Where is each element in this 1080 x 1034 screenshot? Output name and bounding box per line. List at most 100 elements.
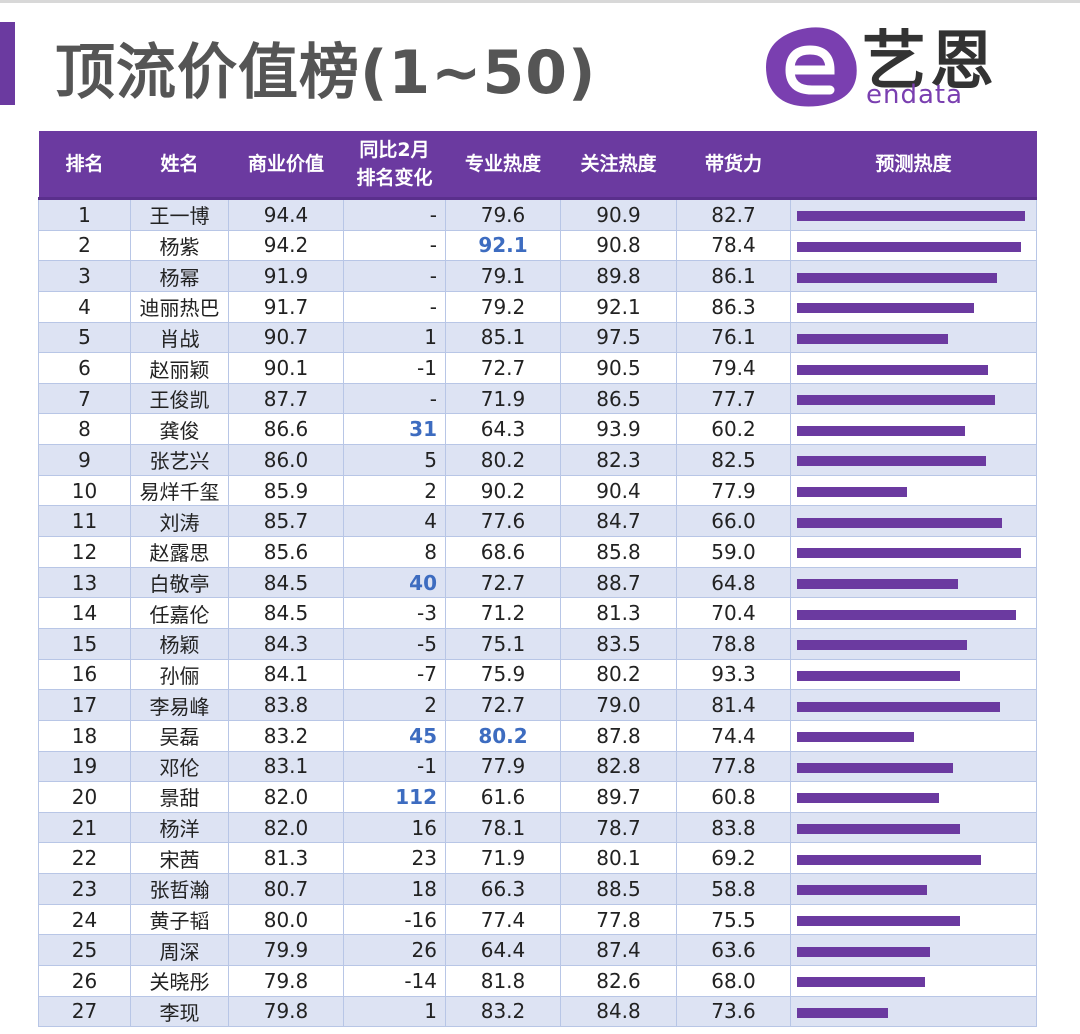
table-cell: 73.6 (676, 995, 791, 1028)
table-cell: 89.8 (560, 260, 677, 292)
table-row: 3 杨幂 91.9-79.1 89.8 86.1 (38, 260, 1037, 292)
forecast-bar (797, 303, 975, 314)
table-row: 16 孙俪 84.1 -7 75.9 80.2 93.3 (38, 658, 1037, 691)
table-row: 12 赵露思 85.6 8 68.6 85.8 59.0 (38, 536, 1037, 568)
table-row: 15 杨颖 84.3 -5 75.1 83.5 78.8 (38, 627, 1037, 660)
bar-cell (790, 811, 1037, 844)
table-cell: 64.3 (445, 413, 561, 446)
table-cell: -14 (343, 965, 446, 997)
table-cell: 83.2 (228, 719, 344, 752)
table-cell: 18 (38, 719, 131, 752)
table-cell: 90.9 (560, 198, 677, 231)
table-cell: 易烊千玺 (130, 474, 229, 507)
forecast-bar (797, 609, 1017, 620)
table-cell: 赵露思 (130, 536, 229, 568)
table-cell: 66.0 (676, 505, 791, 538)
table-cell: 68.0 (676, 965, 791, 997)
table-cell: 64.4 (445, 934, 561, 967)
table-cell: 85.8 (560, 536, 677, 568)
table-row: 10 易烊千玺 85.9 2 90.2 90.4 77.9 (38, 474, 1037, 507)
table-cell: 83.2 (445, 995, 561, 1028)
table-cell: 60.8 (676, 781, 791, 813)
table-cell: 82.3 (560, 444, 677, 476)
table-cell: 杨幂 (130, 260, 229, 292)
table-cell: 81.8 (445, 965, 561, 997)
table-cell: 25 (38, 934, 131, 967)
table-cell: 26 (38, 965, 131, 997)
forecast-bar (797, 487, 907, 498)
table-cell: 87.8 (560, 719, 677, 752)
table-cell: -16 (343, 903, 446, 936)
table-cell: 1 (343, 321, 446, 354)
bar-cell (790, 719, 1037, 752)
table-row: 19 邓伦 83.1 -1 77.9 82.8 77.8 (38, 750, 1037, 783)
table-cell: 86.1 (676, 260, 791, 292)
table-cell: 78.4 (676, 229, 791, 262)
table-cell: 86.0 (228, 444, 344, 476)
table-cell: 88.5 (560, 873, 677, 905)
column-header: 排名 (38, 131, 131, 200)
table-cell: 60.2 (676, 413, 791, 446)
table-cell: 79.6 (445, 198, 561, 231)
table-cell: 85.9 (228, 474, 344, 507)
table-cell: 23 (343, 842, 446, 875)
table-cell: 85.6 (228, 536, 344, 568)
column-header: 姓名 (130, 131, 229, 200)
table-cell: 吴磊 (130, 719, 229, 752)
table-cell: 97.5 (560, 321, 677, 354)
table-cell: 赵丽颖 (130, 352, 229, 384)
table-row: 20 景甜 82.0 112 61.6 89.7 60.8 (38, 781, 1037, 813)
forecast-bar (797, 395, 996, 406)
table-cell: 孙俪 (130, 658, 229, 691)
forecast-bar (797, 793, 940, 804)
table-row: 1 王一博 94.4-79.6 90.9 82.7 (38, 198, 1037, 231)
table-cell: 宋茜 (130, 842, 229, 875)
table-cell: 78.8 (676, 627, 791, 660)
table-cell: 迪丽热巴 (130, 290, 229, 323)
table-cell: - (343, 382, 446, 415)
table-cell: 20 (38, 781, 131, 813)
table-cell: 79.2 (445, 290, 561, 323)
table-cell: 3 (38, 260, 131, 292)
table-row: 17 李易峰 83.8 2 72.7 79.0 81.4 (38, 689, 1037, 721)
table-cell: 75.9 (445, 658, 561, 691)
bar-cell (790, 229, 1037, 262)
table-cell: 90.8 (560, 229, 677, 262)
table-cell: 8 (38, 413, 131, 446)
table-cell: -1 (343, 352, 446, 384)
table-cell: 83.8 (228, 689, 344, 721)
table-cell: 93.3 (676, 658, 791, 691)
page-title: 顶流价值榜(1~50) (55, 38, 597, 108)
table-row: 6 赵丽颖 90.1 -1 72.7 90.5 79.4 (38, 352, 1037, 384)
table-cell: 白敬亭 (130, 566, 229, 599)
table-cell: - (343, 198, 446, 231)
column-header: 关注热度 (560, 131, 677, 200)
table-cell: 91.9 (228, 260, 344, 292)
forecast-bar (797, 456, 986, 467)
table-cell: 9 (38, 444, 131, 476)
table-cell: -5 (343, 627, 446, 660)
table-cell: 景甜 (130, 781, 229, 813)
table-row: 18 吴磊 83.2 45 80.2 87.8 74.4 (38, 719, 1037, 752)
table-cell: 2 (343, 689, 446, 721)
table-cell: 26 (343, 934, 446, 967)
table-cell: 16 (38, 658, 131, 691)
top-rule (0, 0, 1080, 3)
table-cell: 14 (38, 597, 131, 629)
logo-icon (766, 27, 857, 107)
table-row: 9 张艺兴 86.0 5 80.2 82.3 82.5 (38, 444, 1037, 476)
bar-cell (790, 352, 1037, 384)
table-cell: 6 (38, 352, 131, 384)
table-row: 25 周深 79.9 26 64.4 87.4 63.6 (38, 934, 1037, 967)
table-cell: 89.7 (560, 781, 677, 813)
table-cell: 78.1 (445, 811, 561, 844)
table-cell: 91.7 (228, 290, 344, 323)
bar-cell (790, 260, 1037, 292)
table-cell: 82.6 (560, 965, 677, 997)
table-cell: 77.8 (560, 903, 677, 936)
column-header: 同比2月 排名变化 (343, 131, 446, 200)
table-cell: 24 (38, 903, 131, 936)
table-cell: 84.1 (228, 658, 344, 691)
forecast-bar (797, 670, 961, 681)
